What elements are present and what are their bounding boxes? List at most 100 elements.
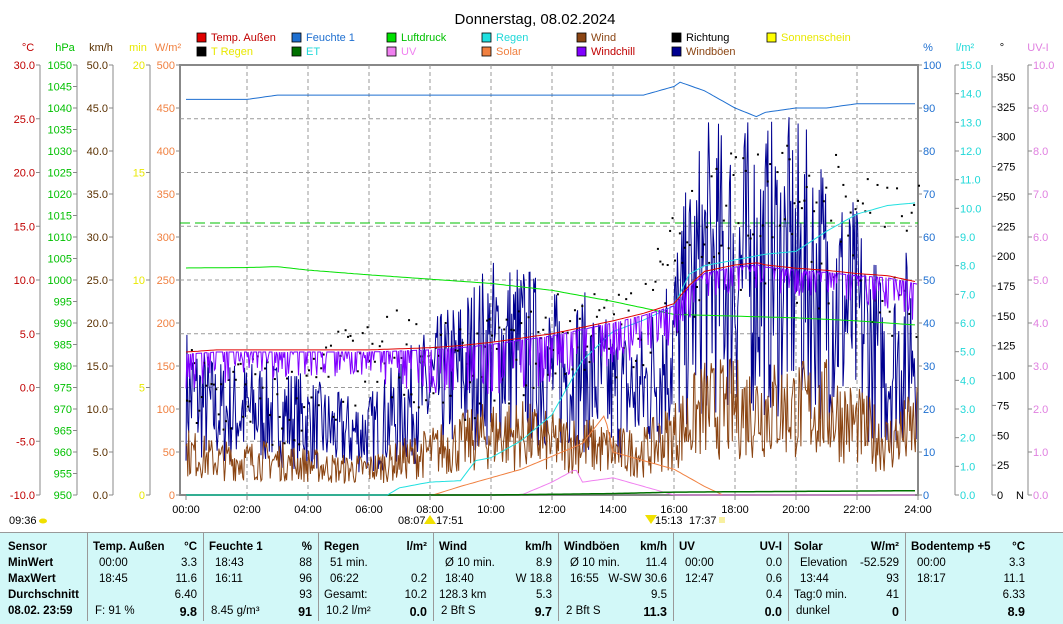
direction-point [488, 318, 491, 321]
direction-point [810, 260, 813, 263]
tick-label: 0.0 [93, 490, 108, 502]
gust-avg: 9.5 [651, 589, 667, 601]
direction-point [473, 417, 476, 420]
tick-label: 125 [997, 341, 1015, 353]
soil-unit: °C [1012, 541, 1025, 553]
direction-point [776, 171, 779, 174]
direction-point [720, 244, 723, 247]
direction-point [627, 309, 630, 312]
series-temp-außen [185, 262, 916, 353]
direction-point [359, 352, 362, 355]
solar-cur-v: 0 [892, 605, 899, 619]
tick-label: 225 [997, 221, 1015, 233]
tick-label: 960 [54, 447, 72, 459]
gust-unit: km/h [640, 541, 667, 553]
direction-point [554, 372, 557, 375]
moon-time: 09:36 [9, 515, 37, 527]
direction-point [634, 359, 637, 362]
tick-label: 5.0 [20, 329, 35, 341]
direction-point [827, 302, 830, 305]
direction-point [239, 362, 242, 365]
tick-label: 10.0 [960, 203, 981, 215]
direction-point [525, 384, 528, 387]
direction-point [193, 362, 196, 365]
axis-unit: W/m² [155, 42, 182, 54]
tick-label: 25.0 [14, 114, 35, 126]
weather-chart: Donnerstag, 08.02.2024 Temp. Außen T Rege… [9, 11, 1054, 527]
rain-max-v: 0.2 [411, 573, 427, 585]
tick-label: 14.0 [960, 89, 981, 101]
rain-min-t: 51 min. [330, 557, 368, 569]
direction-point [800, 207, 803, 210]
legend-swatch [671, 46, 682, 57]
series-solar [432, 415, 724, 496]
direction-point [342, 400, 345, 403]
direction-point [337, 330, 340, 333]
tick-label: 50.0 [87, 60, 108, 72]
direction-point [259, 397, 262, 400]
tick-label: 1.0 [960, 461, 975, 473]
col-wind: Wind km/h Ø 10 min. 8.9 18:40 W 18.8 128.3 km 5… [433, 533, 559, 621]
direction-point [512, 329, 515, 332]
uv-min-v: 0.0 [766, 557, 782, 569]
direction-point [717, 252, 720, 255]
tick-label: 10 [923, 447, 935, 459]
direction-point [552, 349, 554, 352]
summary-table: Sensor MinWert MaxWert Durchschnitt 08.0… [0, 532, 1063, 624]
x-tick-label: 16:00 [660, 504, 688, 516]
tick-label: 40 [923, 318, 935, 330]
soil-max-v: 11.1 [1003, 573, 1025, 585]
direction-point [220, 383, 223, 386]
direction-point [317, 404, 320, 407]
direction-point [520, 322, 523, 325]
rain-header: Regen [324, 541, 360, 553]
tick-label: 75 [997, 400, 1009, 412]
legend-swatch [196, 46, 207, 57]
gust-cur-l: 2 Bft S [566, 605, 601, 617]
rain-avg-l: Gesamt: [324, 589, 368, 601]
direction-point [283, 442, 286, 445]
direction-point [896, 187, 899, 190]
direction-point [857, 199, 859, 202]
tick-label: 5.0 [960, 347, 975, 359]
direction-point [571, 368, 574, 371]
direction-point [329, 344, 332, 347]
hum-cur-l: 8.45 g/m³ [211, 605, 260, 617]
uv-unit: UV-I [759, 541, 782, 553]
uv-max-t: 12:47 [685, 573, 714, 585]
legend-swatch [386, 32, 397, 43]
direction-point [539, 337, 542, 340]
direction-point [732, 174, 735, 177]
direction-point [793, 202, 796, 205]
direction-point [493, 399, 496, 402]
temp-cur-v: 9.8 [179, 605, 197, 619]
direction-point [664, 302, 667, 305]
tick-label: 1010 [48, 232, 72, 244]
tick-label: 35.0 [87, 189, 108, 201]
direction-point [735, 156, 737, 159]
direction-point [891, 334, 894, 337]
direction-point [835, 153, 838, 156]
tick-label: 1000 [48, 275, 72, 287]
moonrise-icon [645, 515, 657, 524]
direction-point [264, 367, 267, 370]
direction-point [349, 334, 352, 337]
row-label-max: MaxWert [8, 573, 56, 585]
direction-point [312, 357, 315, 360]
direction-point [837, 165, 840, 168]
direction-point [542, 328, 545, 331]
tick-label: 990 [54, 318, 72, 330]
tick-label: 3.0 [960, 404, 975, 416]
astro-events: 09:36 08:07 17:51 15:13 17:37 [9, 515, 725, 527]
legend-swatch [481, 32, 492, 43]
direction-point [764, 282, 767, 285]
tick-label: 20 [133, 60, 145, 72]
hum-cur-v: 91 [298, 605, 312, 619]
direction-point [242, 415, 245, 418]
direction-point [378, 345, 381, 348]
direction-point [739, 288, 742, 291]
direction-point [222, 428, 225, 431]
direction-point [508, 402, 511, 405]
soil-max-t: 18:17 [917, 573, 946, 585]
direction-point [444, 321, 447, 324]
